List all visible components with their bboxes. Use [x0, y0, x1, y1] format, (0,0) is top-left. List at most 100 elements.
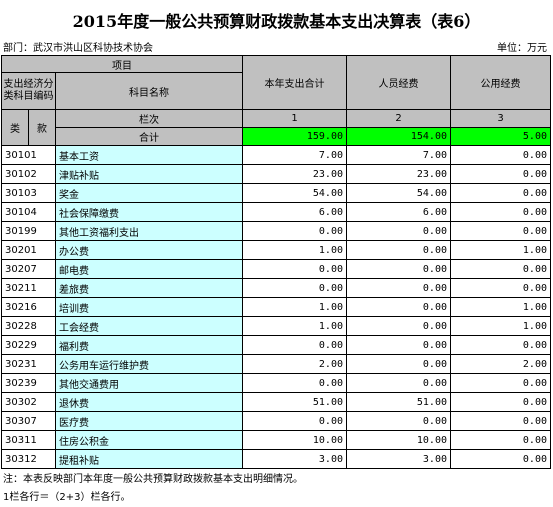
code-cell: 30302	[1, 392, 56, 412]
value-cell: 0.00	[346, 373, 451, 393]
value-cell: 0.00	[450, 278, 551, 298]
data-row: 30211 差旅费 0.00 0.00 0.00	[1, 278, 551, 298]
code-cell: 30207	[1, 259, 56, 279]
value-cell: 1.00	[450, 297, 551, 317]
header-cell: 本年支出合计	[242, 55, 347, 110]
value-cell: 0.00	[346, 278, 451, 298]
code-cell: 30231	[1, 354, 56, 374]
value-cell: 0.00	[346, 297, 451, 317]
data-row: 30312 提租补贴 3.00 3.00 0.00	[1, 449, 551, 469]
data-row: 30199 其他工资福利支出 0.00 0.00 0.00	[1, 221, 551, 241]
sum-cell: 159.00	[242, 127, 347, 146]
header-cell: 项目	[1, 55, 243, 73]
value-cell: 6.00	[242, 202, 347, 222]
value-cell: 0.00	[346, 221, 451, 241]
value-cell: 1.00	[242, 240, 347, 260]
value-cell: 0.00	[450, 145, 551, 165]
value-cell: 0.00	[450, 164, 551, 184]
header-cell: 款	[28, 109, 56, 146]
name-cell: 津贴补贴	[55, 164, 243, 184]
code-cell: 30229	[1, 335, 56, 355]
name-cell: 工会经费	[55, 316, 243, 336]
value-cell: 0.00	[346, 354, 451, 374]
data-row: 30302 退休费 51.00 51.00 0.00	[1, 392, 551, 412]
data-row: 30101 基本工资 7.00 7.00 0.00	[1, 145, 551, 165]
code-cell: 30216	[1, 297, 56, 317]
code-cell: 30239	[1, 373, 56, 393]
value-cell: 51.00	[346, 392, 451, 412]
header-cell: 2	[346, 109, 451, 128]
note: 1栏各行＝（2+3）栏各行。	[3, 492, 131, 503]
header-cell: 类	[1, 109, 29, 146]
name-cell: 提租补贴	[55, 449, 243, 469]
table-body: 项目 本年支出合计 人员经费 公用经费 支出经济分类科目编码 科目名称 类 款 …	[1, 55, 551, 469]
header-cell: 1	[242, 109, 347, 128]
name-cell: 住房公积金	[55, 430, 243, 450]
value-cell: 0.00	[242, 221, 347, 241]
data-row: 30307 医疗费 0.00 0.00 0.00	[1, 411, 551, 431]
code-cell: 30101	[1, 145, 56, 165]
value-cell: 0.00	[450, 411, 551, 431]
name-cell: 医疗费	[55, 411, 243, 431]
value-cell: 0.00	[450, 221, 551, 241]
name-cell: 奖金	[55, 183, 243, 203]
department: 部门：武汉市洪山区科协技术协会	[3, 43, 153, 54]
value-cell: 0.00	[450, 183, 551, 203]
sum-label: 合计	[55, 127, 243, 146]
value-cell: 2.00	[450, 354, 551, 374]
code-cell: 30199	[1, 221, 56, 241]
value-cell: 23.00	[242, 164, 347, 184]
notes: 注：本表反映部门本年度一般公共预算财政拨款基本支出明细情况。 1栏各行＝（2+3）…	[3, 471, 303, 507]
table: 项目 本年支出合计 人员经费 公用经费 支出经济分类科目编码 科目名称 类 款 …	[1, 55, 551, 469]
name-cell: 差旅费	[55, 278, 243, 298]
value-cell: 0.00	[450, 202, 551, 222]
value-cell: 1.00	[242, 316, 347, 336]
value-cell: 0.00	[450, 259, 551, 279]
code-cell: 30104	[1, 202, 56, 222]
name-cell: 邮电费	[55, 259, 243, 279]
value-cell: 0.00	[242, 411, 347, 431]
value-cell: 1.00	[242, 297, 347, 317]
header-cell: 3	[450, 109, 551, 128]
header-cell: 栏次	[55, 109, 243, 128]
sum-cell: 154.00	[346, 127, 451, 146]
data-row: 30103 奖金 54.00 54.00 0.00	[1, 183, 551, 203]
value-cell: 7.00	[242, 145, 347, 165]
value-cell: 1.00	[450, 240, 551, 260]
name-cell: 公务用车运行维护费	[55, 354, 243, 374]
value-cell: 0.00	[450, 449, 551, 469]
name-cell: 基本工资	[55, 145, 243, 165]
data-row: 30239 其他交通费用 0.00 0.00 0.00	[1, 373, 551, 393]
value-cell: 0.00	[242, 373, 347, 393]
header-cell: 支出经济分类科目编码	[1, 72, 56, 110]
value-cell: 54.00	[242, 183, 347, 203]
title: 2015年度一般公共预算财政拨款基本支出决算表（表6）	[72, 12, 481, 31]
name-cell: 退休费	[55, 392, 243, 412]
value-cell: 10.00	[346, 430, 451, 450]
name-cell: 办公费	[55, 240, 243, 260]
code-cell: 30201	[1, 240, 56, 260]
data-row: 30207 邮电费 0.00 0.00 0.00	[1, 259, 551, 279]
value-cell: 3.00	[346, 449, 451, 469]
code-cell: 30102	[1, 164, 56, 184]
value-cell: 10.00	[242, 430, 347, 450]
value-cell: 1.00	[450, 316, 551, 336]
value-cell: 0.00	[450, 373, 551, 393]
code-cell: 30211	[1, 278, 56, 298]
name-cell: 其他交通费用	[55, 373, 243, 393]
value-cell: 2.00	[242, 354, 347, 374]
value-cell: 0.00	[346, 335, 451, 355]
header-cell: 科目名称	[55, 72, 243, 110]
value-cell: 0.00	[242, 278, 347, 298]
data-row: 30216 培训费 1.00 0.00 1.00	[1, 297, 551, 317]
value-cell: 7.00	[346, 145, 451, 165]
sum-cell: 5.00	[450, 127, 551, 146]
name-cell: 培训费	[55, 297, 243, 317]
value-cell: 6.00	[346, 202, 451, 222]
code-cell: 30312	[1, 449, 56, 469]
value-cell: 23.00	[346, 164, 451, 184]
value-cell: 0.00	[346, 259, 451, 279]
data-row: 30201 办公费 1.00 0.00 1.00	[1, 240, 551, 260]
value-cell: 54.00	[346, 183, 451, 203]
